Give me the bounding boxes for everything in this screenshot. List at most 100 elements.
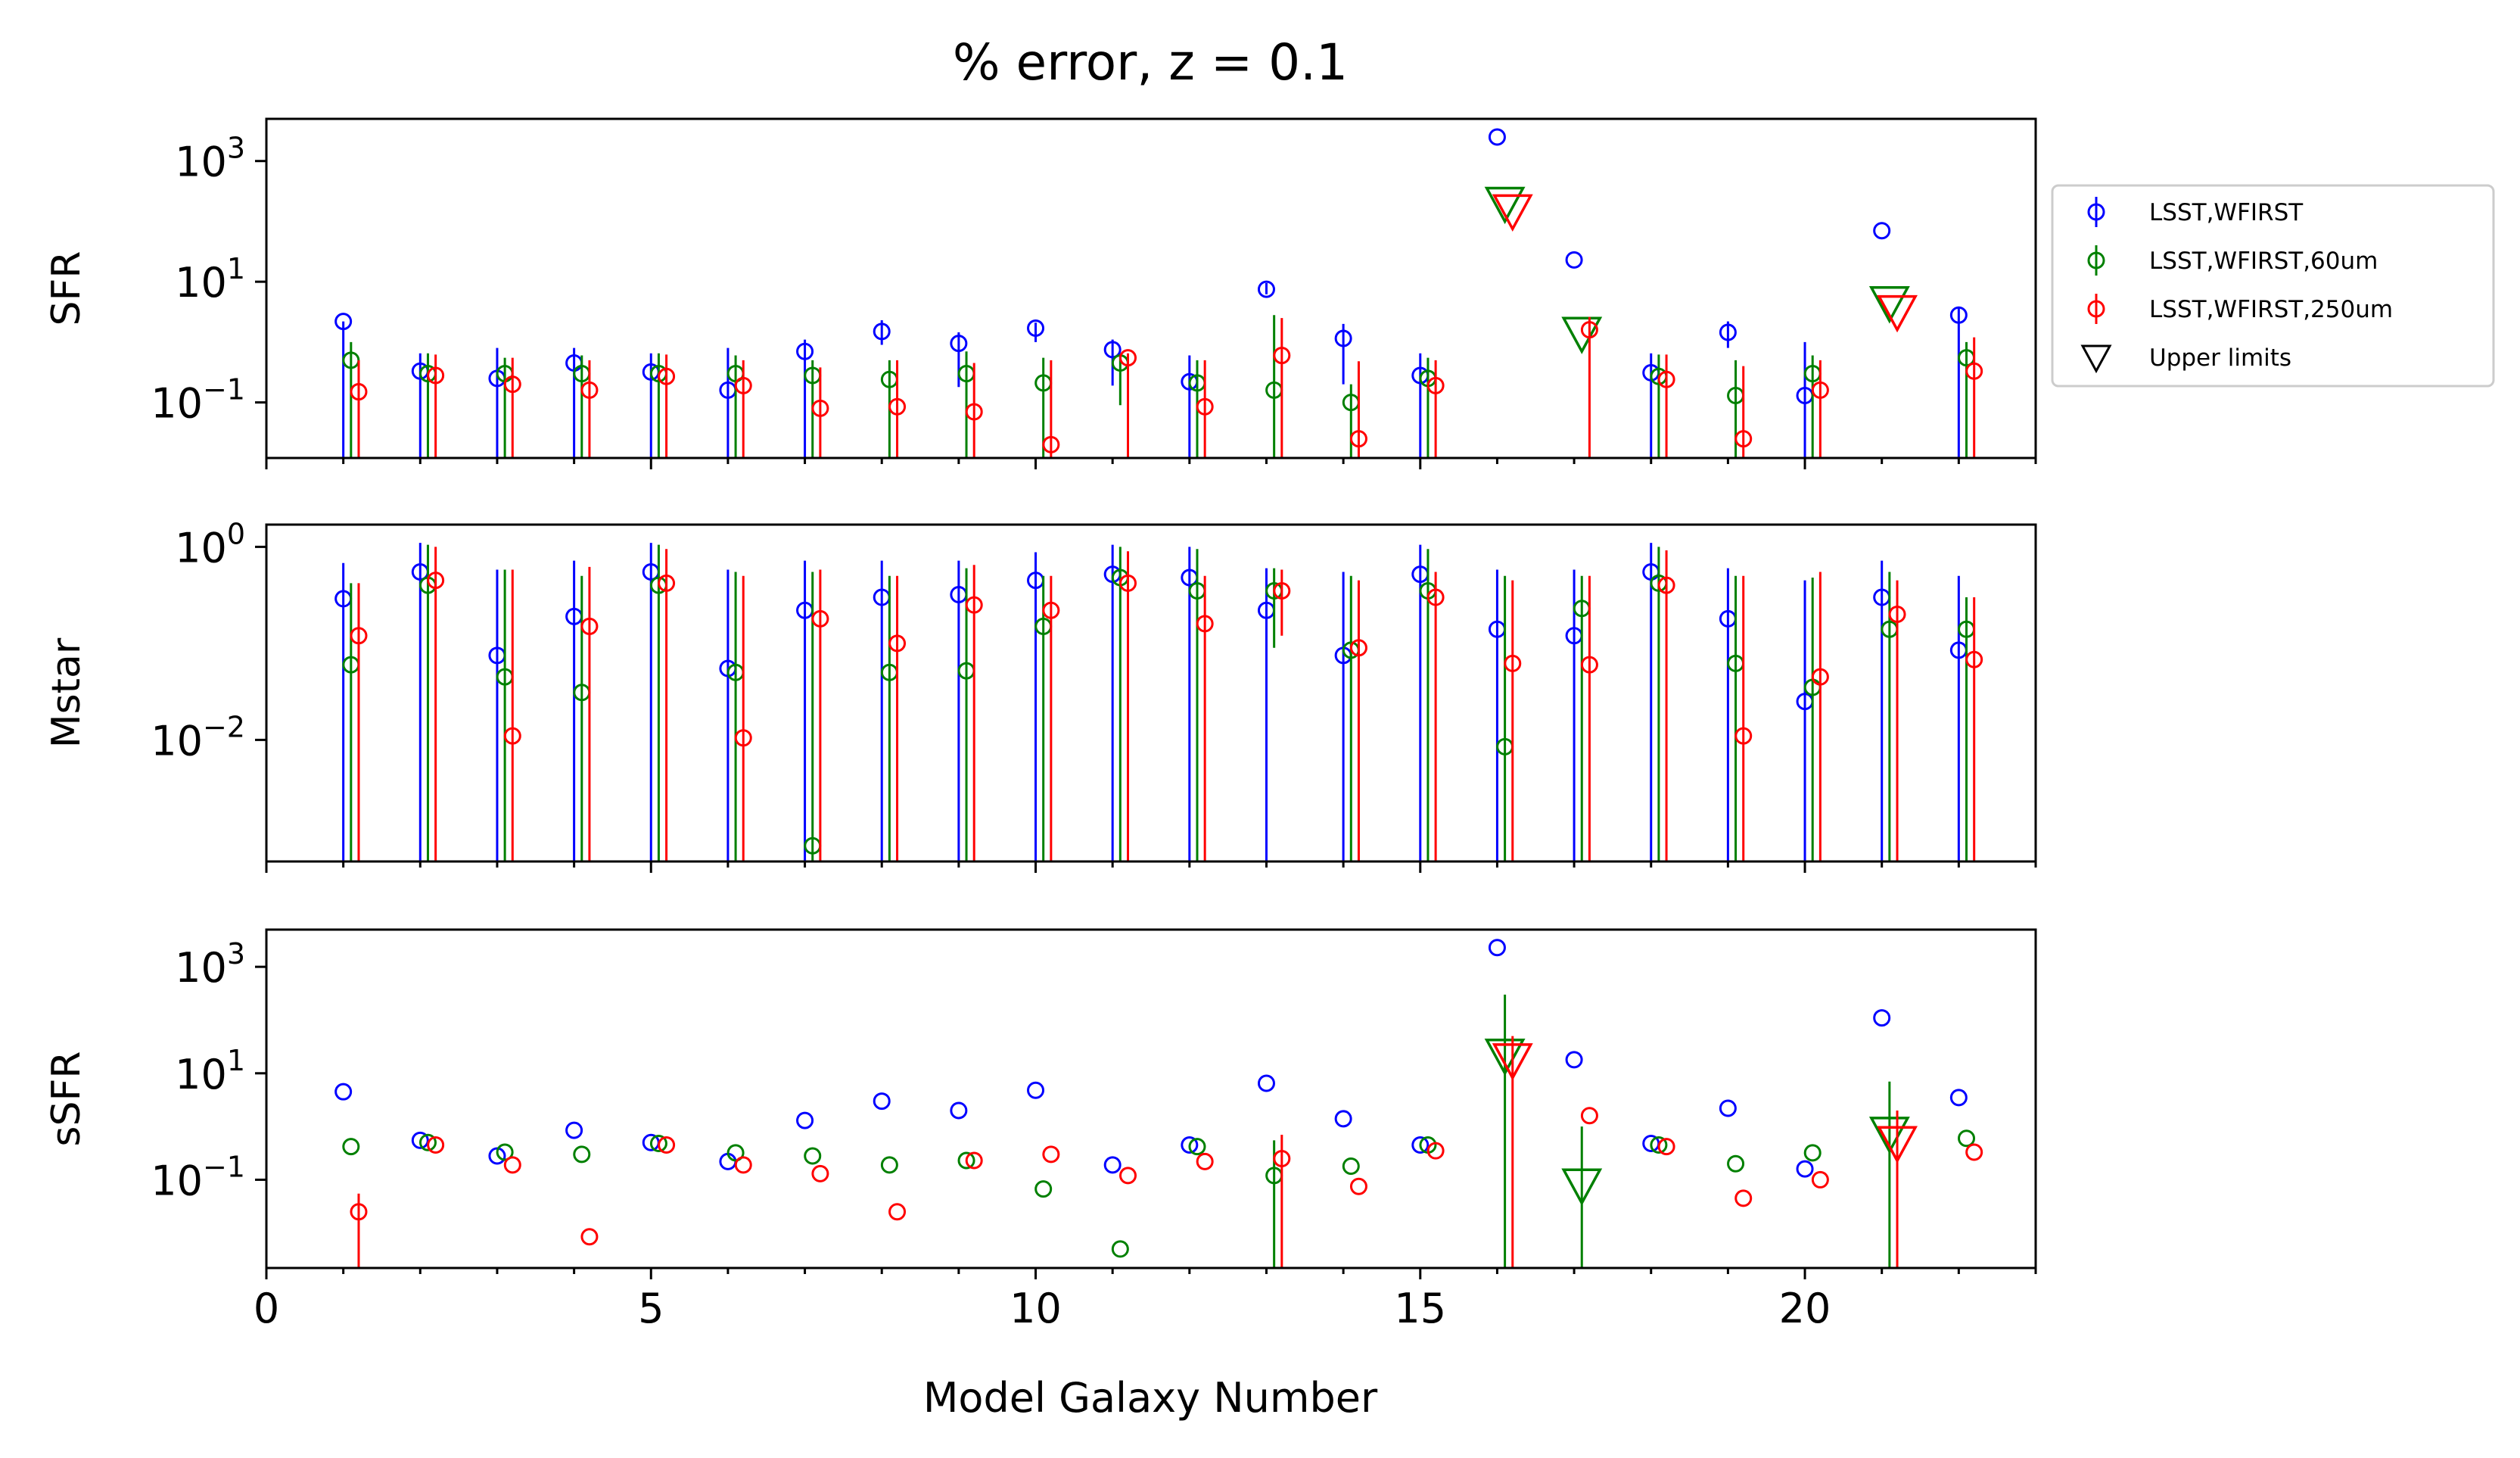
data-point xyxy=(1565,251,1583,269)
data-point xyxy=(1257,280,1275,298)
x-tick-label: 15 xyxy=(1394,1285,1446,1332)
data-point xyxy=(1796,1160,1814,1178)
data-point xyxy=(1811,668,1829,686)
data-point xyxy=(965,403,983,421)
y-tick-label: 103 xyxy=(175,132,245,186)
data-point xyxy=(1349,1177,1367,1195)
data-point xyxy=(1965,650,1983,668)
data-point xyxy=(1196,1152,1214,1170)
x-tick-label: 0 xyxy=(254,1285,279,1332)
data-point xyxy=(888,634,907,653)
chart-title: % error, z = 0.1 xyxy=(953,33,1348,92)
data-point xyxy=(1273,347,1291,365)
data-point xyxy=(1196,615,1214,633)
data-point xyxy=(1965,1143,1983,1161)
data-point xyxy=(1727,1154,1745,1173)
data-point xyxy=(503,375,521,394)
legend-entry: LSST,WFIRST xyxy=(2087,197,2304,227)
data-point xyxy=(1580,656,1598,674)
data-point xyxy=(427,366,445,385)
y-axis-label: Mstar xyxy=(44,637,89,748)
legend-label: LSST,WFIRST,250um xyxy=(2149,296,2393,323)
data-point xyxy=(1342,1157,1360,1175)
data-point xyxy=(1488,128,1506,146)
data-point xyxy=(580,617,599,635)
plot-frame xyxy=(265,117,2037,460)
data-point xyxy=(1965,362,1983,380)
panel-ssfr: 0 5 10 15 20 10−1 101 103 sSFR xyxy=(44,928,2037,1332)
upper-limit-marker xyxy=(1492,1043,1533,1081)
legend-entry: LSST,WFIRST,60um xyxy=(2087,245,2378,276)
data-point xyxy=(965,1151,983,1170)
y-tick-label: 101 xyxy=(175,252,245,307)
data-point xyxy=(1426,1142,1445,1160)
y-tick-label: 100 xyxy=(175,517,245,572)
data-point xyxy=(1949,306,1968,324)
data-point xyxy=(1580,321,1598,339)
plot-frame xyxy=(265,928,2037,1270)
x-axis-label: Model Galaxy Number xyxy=(923,1374,1378,1422)
data-point xyxy=(503,727,521,745)
data-point xyxy=(1027,319,1045,338)
data-point xyxy=(580,381,599,399)
data-point xyxy=(503,1156,521,1174)
data-point xyxy=(1034,1180,1053,1198)
data-point xyxy=(1565,1051,1583,1069)
y-tick-label: 10−1 xyxy=(151,1150,245,1204)
data-point xyxy=(1811,1170,1829,1189)
data-point xyxy=(573,1145,591,1164)
data-point xyxy=(1042,435,1060,453)
data-point xyxy=(1873,222,1891,240)
data-point xyxy=(950,1101,968,1120)
upper-limit-marker xyxy=(1484,1038,1526,1076)
upper-limit-marker xyxy=(1877,1126,1918,1164)
data-point xyxy=(796,1111,814,1129)
data-point xyxy=(334,1083,353,1101)
data-point xyxy=(1580,1107,1598,1125)
data-point xyxy=(580,1228,599,1246)
data-point xyxy=(1349,639,1367,657)
data-point xyxy=(873,1092,891,1111)
data-point xyxy=(1504,654,1522,672)
data-point xyxy=(1103,1156,1122,1174)
data-point xyxy=(888,397,907,416)
data-point xyxy=(1188,1138,1206,1156)
data-point xyxy=(888,1203,907,1221)
data-point xyxy=(1734,727,1753,745)
data-point xyxy=(658,574,676,592)
legend-entry: Upper limits xyxy=(2080,344,2291,374)
data-point xyxy=(734,1156,752,1174)
y-tick-label: 103 xyxy=(175,937,245,992)
data-point xyxy=(1426,376,1445,394)
data-point xyxy=(1734,430,1753,448)
data-point xyxy=(734,376,752,394)
data-point xyxy=(1411,1136,1430,1154)
upper-limit-marker xyxy=(1561,316,1603,354)
data-point xyxy=(1426,588,1445,606)
data-point xyxy=(1119,349,1137,367)
data-point xyxy=(1273,582,1291,600)
legend-label: Upper limits xyxy=(2149,344,2291,372)
data-point xyxy=(1803,1144,1822,1162)
data-point xyxy=(649,1135,667,1153)
data-point xyxy=(427,572,445,590)
data-point xyxy=(1888,606,1906,624)
data-point xyxy=(811,399,829,417)
data-point xyxy=(734,729,752,747)
x-tick-label: 10 xyxy=(1010,1285,1062,1332)
legend-label: LSST,WFIRST,60um xyxy=(2149,248,2378,275)
upper-limit-marker xyxy=(1484,186,1526,225)
data-point xyxy=(1042,601,1060,619)
y-tick-label: 101 xyxy=(175,1044,245,1098)
upper-limit-marker xyxy=(1561,1168,1603,1206)
data-point xyxy=(957,1151,975,1170)
legend-marker xyxy=(2080,344,2112,374)
data-point xyxy=(950,335,968,353)
legend-marker xyxy=(2087,300,2105,318)
data-point xyxy=(796,342,814,360)
y-axis-label: SFR xyxy=(44,251,89,326)
x-tick-label: 20 xyxy=(1779,1285,1831,1332)
data-point xyxy=(496,1143,514,1161)
data-point xyxy=(658,367,676,385)
